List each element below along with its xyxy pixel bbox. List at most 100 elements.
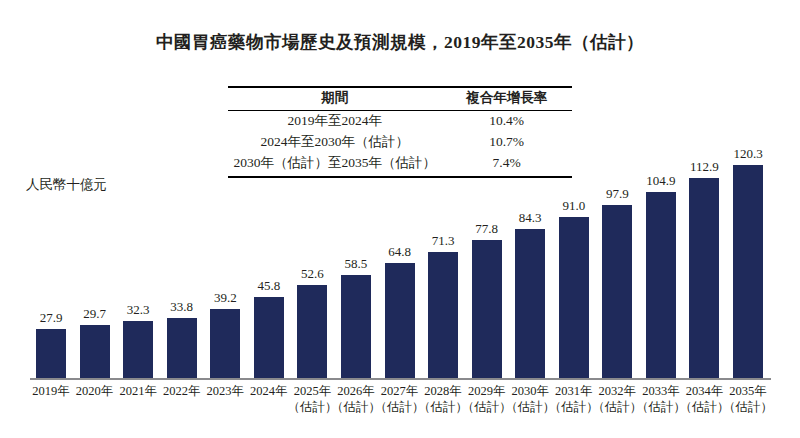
bar-area: 27.9 [36, 145, 66, 378]
bar-area: 58.5 [341, 145, 371, 378]
x-tick-year: 2027年 [375, 384, 425, 400]
x-tick-estimate-note: （估計） [331, 400, 381, 416]
x-axis-line [30, 378, 771, 380]
x-axis-tick-label: 2030年（估計） [505, 384, 555, 415]
x-tick-year: 2033年 [636, 384, 686, 400]
bar [254, 297, 284, 378]
x-tick-estimate-note: （估計） [636, 400, 686, 416]
bar [385, 263, 415, 378]
chart-title: 中國胃癌藥物市場歷史及預測規模，2019年至2035年（估計） [0, 30, 800, 54]
x-axis-tick-label: 2035年（估計） [723, 384, 773, 415]
x-axis-tick-label: 2020年 [76, 384, 114, 400]
x-axis-tick-label: 2032年（估計） [592, 384, 642, 415]
x-axis-tick-label: 2031年（估計） [549, 384, 599, 415]
x-tick-year: 2032年 [592, 384, 642, 400]
x-axis-tick-label: 2021年 [119, 384, 157, 400]
x-tick-year: 2021年 [119, 384, 157, 400]
bar-value-label: 32.3 [127, 302, 150, 318]
x-axis-tick-label: 2027年（估計） [375, 384, 425, 415]
bar-column: 71.32028年（估計） [428, 145, 458, 415]
bar [341, 275, 371, 379]
bar [689, 178, 719, 378]
x-axis-tick-label: 2026年（估計） [331, 384, 381, 415]
cagr-period: 2019年至2024年 [228, 110, 441, 131]
bar-column: 77.82029年（估計） [472, 145, 502, 415]
x-tick-year: 2023年 [207, 384, 245, 400]
x-tick-year: 2028年 [418, 384, 468, 400]
bar [123, 321, 153, 378]
x-tick-estimate-note: （估計） [462, 400, 512, 416]
bar [515, 229, 545, 378]
x-tick-year: 2031年 [549, 384, 599, 400]
bar-area: 52.6 [297, 145, 327, 378]
bar-columns: 27.92019年29.72020年32.32021年33.82022年39.2… [30, 145, 771, 415]
bar-column: 58.52026年（估計） [341, 145, 371, 415]
bar-value-label: 112.9 [690, 159, 719, 175]
bar-column: 97.92032年（估計） [602, 145, 632, 415]
bar-column: 33.82022年 [167, 145, 197, 415]
bar-value-label: 58.5 [345, 256, 368, 272]
x-tick-estimate-note: （估計） [287, 400, 337, 416]
bar [210, 309, 240, 378]
bar-value-label: 64.8 [388, 244, 411, 260]
bar-column: 29.72020年 [80, 145, 110, 415]
bar-column: 91.02031年（估計） [559, 145, 589, 415]
bar [297, 285, 327, 378]
x-tick-year: 2024年 [250, 384, 288, 400]
bar [646, 192, 676, 378]
x-axis-tick-label: 2022年 [163, 384, 201, 400]
bar-value-label: 91.0 [562, 198, 585, 214]
bar-area: 91.0 [559, 145, 589, 378]
bar-value-label: 27.9 [40, 310, 63, 326]
bar-area: 120.3 [733, 145, 763, 378]
bar-area: 77.8 [472, 145, 502, 378]
cagr-header-row: 期間 複合年增長率 [228, 87, 572, 110]
bar-value-label: 120.3 [733, 146, 762, 162]
cagr-row: 2019年至2024年 10.4% [228, 110, 572, 131]
x-tick-year: 2019年 [32, 384, 70, 400]
bar-area: 64.8 [385, 145, 415, 378]
bar-chart: 27.92019年29.72020年32.32021年33.82022年39.2… [30, 145, 771, 415]
x-tick-estimate-note: （估計） [679, 400, 729, 416]
bar [472, 240, 502, 378]
bar-area: 29.7 [80, 145, 110, 378]
bar [602, 205, 632, 378]
bar-value-label: 45.8 [257, 278, 280, 294]
bar-value-label: 29.7 [83, 306, 106, 322]
bar-value-label: 33.8 [170, 299, 193, 315]
bar-column: 84.32030年（估計） [515, 145, 545, 415]
bar-column: 27.92019年 [36, 145, 66, 415]
x-tick-estimate-note: （估計） [375, 400, 425, 416]
bar-area: 104.9 [646, 145, 676, 378]
x-tick-estimate-note: （估計） [723, 400, 773, 416]
x-tick-year: 2030年 [505, 384, 555, 400]
x-axis-tick-label: 2023年 [207, 384, 245, 400]
bar-value-label: 71.3 [432, 233, 455, 249]
bar-column: 64.82027年（估計） [385, 145, 415, 415]
x-axis-tick-label: 2025年（估計） [287, 384, 337, 415]
x-tick-estimate-note: （估計） [549, 400, 599, 416]
x-tick-year: 2020年 [76, 384, 114, 400]
x-tick-estimate-note: （估計） [592, 400, 642, 416]
cagr-header-period: 期間 [228, 87, 441, 110]
bar-column: 45.82024年 [254, 145, 284, 415]
bar-value-label: 104.9 [646, 173, 675, 189]
bar [428, 252, 458, 378]
x-tick-estimate-note: （估計） [505, 400, 555, 416]
x-axis-tick-label: 2029年（估計） [462, 384, 512, 415]
bar-column: 104.92033年（估計） [646, 145, 676, 415]
x-axis-tick-label: 2024年 [250, 384, 288, 400]
bar-column: 112.92034年（估計） [689, 145, 719, 415]
cagr-rate: 10.4% [441, 110, 572, 131]
x-axis-tick-label: 2028年（估計） [418, 384, 468, 415]
bar-value-label: 97.9 [606, 186, 629, 202]
bar-area: 33.8 [167, 145, 197, 378]
bar-area: 39.2 [210, 145, 240, 378]
bar-column: 39.22023年 [210, 145, 240, 415]
x-tick-estimate-note: （估計） [418, 400, 468, 416]
bar [80, 325, 110, 378]
figure-page: 中國胃癌藥物市場歷史及預測規模，2019年至2035年（估計） 期間 複合年增長… [0, 0, 800, 438]
bar-area: 112.9 [689, 145, 719, 378]
bar-area: 84.3 [515, 145, 545, 378]
bar [36, 329, 66, 378]
